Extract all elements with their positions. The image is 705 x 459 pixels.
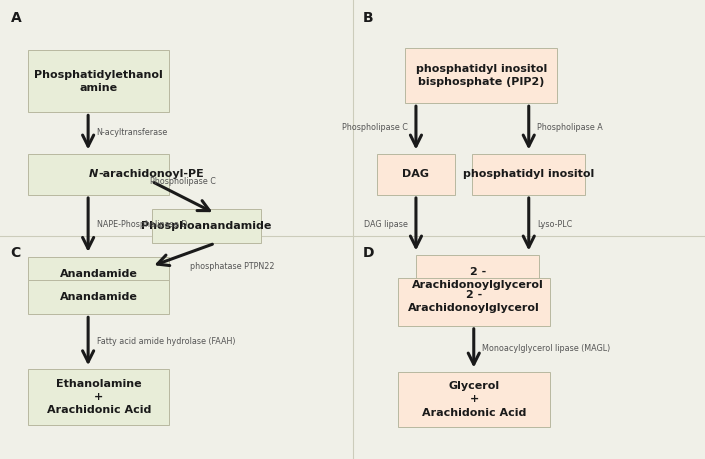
Text: Anandamide: Anandamide <box>60 292 137 302</box>
FancyBboxPatch shape <box>152 209 261 243</box>
FancyBboxPatch shape <box>28 154 169 195</box>
Text: phosphatidyl inositol: phosphatidyl inositol <box>463 169 594 179</box>
Text: B: B <box>363 11 374 26</box>
FancyBboxPatch shape <box>398 372 550 427</box>
FancyBboxPatch shape <box>28 257 169 291</box>
FancyBboxPatch shape <box>416 255 539 303</box>
FancyBboxPatch shape <box>398 278 550 326</box>
Text: Lyso-PLC: Lyso-PLC <box>537 220 572 229</box>
Text: Ethanolamine
+
Arachidonic Acid: Ethanolamine + Arachidonic Acid <box>47 379 151 415</box>
Text: phosphatidyl inositol
bisphosphate (PIP2): phosphatidyl inositol bisphosphate (PIP2… <box>415 64 547 87</box>
Text: D: D <box>363 246 374 260</box>
Text: Phosphoanandamide: Phosphoanandamide <box>141 221 271 231</box>
FancyBboxPatch shape <box>28 369 169 425</box>
FancyBboxPatch shape <box>28 280 169 314</box>
Text: Phospholipase C: Phospholipase C <box>342 123 407 132</box>
FancyBboxPatch shape <box>377 154 455 195</box>
Text: Fatty acid amide hydrolase (FAAH): Fatty acid amide hydrolase (FAAH) <box>97 337 235 346</box>
Text: phosphatase PTPN22: phosphatase PTPN22 <box>190 262 275 271</box>
Text: DAG lipase: DAG lipase <box>364 220 407 229</box>
Text: Anandamide: Anandamide <box>60 269 137 279</box>
FancyBboxPatch shape <box>28 50 169 112</box>
Text: Phospholipase A: Phospholipase A <box>537 123 603 132</box>
Text: Phosphatidylethanol
amine: Phosphatidylethanol amine <box>35 70 163 93</box>
Text: N-acyltransferase: N-acyltransferase <box>97 128 168 137</box>
Text: DAG: DAG <box>403 169 429 179</box>
Text: N: N <box>89 169 98 179</box>
Text: Phospholipase C: Phospholipase C <box>150 177 216 186</box>
Text: -arachidonoyl-PE: -arachidonoyl-PE <box>98 169 204 179</box>
Text: A: A <box>11 11 21 26</box>
Text: C: C <box>11 246 21 260</box>
Text: 2 -
Arachidonoylglycerol: 2 - Arachidonoylglycerol <box>412 267 544 291</box>
Text: 2 -
Arachidonoylglycerol: 2 - Arachidonoylglycerol <box>408 290 540 313</box>
Text: NAPE-Phospholipase D: NAPE-Phospholipase D <box>97 220 187 230</box>
Text: Glycerol
+
Arachidonic Acid: Glycerol + Arachidonic Acid <box>422 381 527 418</box>
FancyBboxPatch shape <box>472 154 585 195</box>
FancyBboxPatch shape <box>405 48 557 103</box>
Text: Monoacylglycerol lipase (MAGL): Monoacylglycerol lipase (MAGL) <box>482 344 611 353</box>
